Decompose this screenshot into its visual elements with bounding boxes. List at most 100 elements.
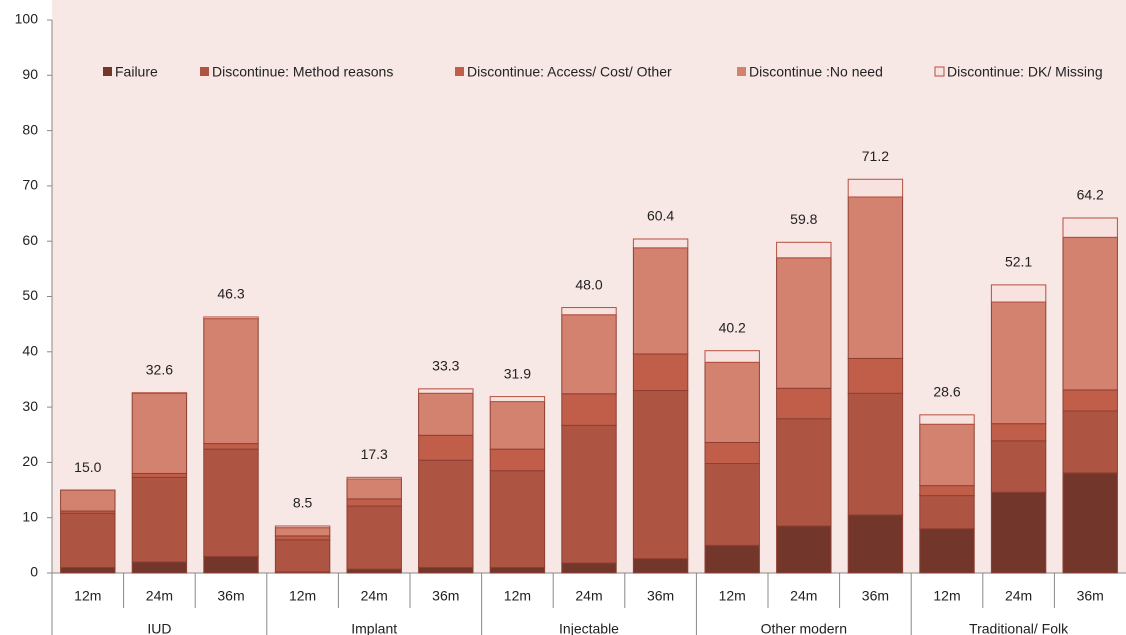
bar-segment: [274, 535, 331, 541]
bar-segment: [561, 424, 617, 564]
total-label: 60.4: [647, 208, 674, 224]
legend-label: Discontinue :No need: [749, 64, 883, 80]
group-label: Implant: [351, 621, 397, 635]
bar-segment: [919, 528, 975, 574]
y-tick-label: 20: [22, 453, 38, 469]
total-label: 52.1: [1005, 254, 1032, 270]
bar-segment: [60, 489, 116, 512]
bar-segment: [131, 561, 188, 574]
y-tick-label: 60: [22, 232, 38, 248]
x-tick-label: 24m: [575, 588, 602, 604]
total-label: 46.3: [217, 286, 244, 302]
bar-segment: [776, 241, 832, 259]
y-tick-label: 80: [22, 121, 38, 137]
group-label: Injectable: [559, 621, 619, 635]
bar-segment: [776, 418, 832, 527]
bar-segment: [131, 392, 188, 394]
bar-segment: [561, 307, 617, 316]
x-tick-label: 12m: [504, 588, 531, 604]
x-tick-label: 24m: [146, 588, 173, 604]
legend-label: Discontinue: DK/ Missing: [947, 64, 1103, 80]
bar-segment: [418, 459, 474, 568]
x-tick-label: 36m: [432, 588, 459, 604]
bar-segment: [418, 434, 474, 461]
y-tick-label: 50: [22, 287, 38, 303]
total-label: 31.9: [504, 365, 531, 381]
legend-label: Failure: [115, 64, 158, 80]
x-tick-label: 36m: [862, 588, 889, 604]
legend-label: Discontinue: Access/ Cost/ Other: [467, 64, 672, 80]
bar-segment: [776, 387, 832, 420]
bar-segment: [131, 392, 188, 474]
bar-segment: [561, 562, 617, 574]
total-label: 15.0: [74, 459, 101, 475]
bar-segment: [203, 318, 259, 445]
bar-segment: [919, 414, 975, 425]
bar-segment: [418, 566, 474, 574]
x-tick-label: 24m: [790, 588, 817, 604]
group-label: Traditional/ Folk: [969, 621, 1069, 635]
group-label: Other modern: [761, 621, 847, 635]
bar-segment: [489, 448, 546, 472]
y-tick-label: 90: [22, 66, 38, 82]
bar-segment: [919, 485, 975, 497]
bar-segment: [131, 472, 188, 478]
bar-segment: [489, 401, 546, 450]
x-tick-label: 12m: [719, 588, 746, 604]
bar-segment: [632, 558, 689, 574]
legend-swatch: [455, 67, 464, 76]
total-label: 8.5: [293, 495, 313, 511]
bar-segment: [1062, 389, 1118, 412]
total-label: 28.6: [933, 384, 960, 400]
bar-segment: [847, 196, 904, 359]
bar-segment: [632, 247, 689, 355]
x-tick-label: 36m: [1077, 588, 1104, 604]
x-tick-label: 12m: [74, 588, 101, 604]
y-tick-label: 40: [22, 343, 38, 359]
bar-segment: [776, 525, 832, 574]
bar-segment: [990, 284, 1047, 303]
bar-segment: [346, 478, 402, 500]
x-tick-label: 12m: [933, 588, 960, 604]
bar-segment: [489, 470, 546, 568]
total-label: 17.3: [361, 446, 388, 462]
bar-segment: [704, 463, 760, 546]
y-tick-label: 0: [30, 564, 38, 580]
bar-segment: [346, 505, 402, 570]
legend-swatch: [934, 66, 945, 77]
bar-segment: [990, 301, 1047, 425]
bar-segment: [919, 423, 975, 487]
bar-segment: [990, 440, 1047, 493]
bar-segment: [632, 238, 689, 249]
bar-segment: [203, 448, 259, 557]
bar-segment: [274, 527, 331, 537]
bar-segment: [346, 568, 402, 574]
bar-segment: [561, 393, 617, 426]
legend-label: Discontinue: Method reasons: [212, 64, 393, 80]
y-tick-label: 30: [22, 398, 38, 414]
legend-swatch: [200, 67, 209, 76]
bar-segment: [131, 476, 188, 563]
bar-segment: [847, 178, 904, 198]
x-tick-label: 24m: [361, 588, 388, 604]
legend-swatch: [103, 67, 112, 76]
x-tick-label: 24m: [1005, 588, 1032, 604]
legend-swatch: [737, 67, 746, 76]
bar-segment: [60, 566, 116, 574]
bar-segment: [1062, 236, 1118, 391]
bar-segment: [919, 495, 975, 530]
bar-segment: [346, 476, 402, 480]
bar-segment: [847, 514, 904, 574]
bar-segment: [489, 396, 546, 403]
x-tick-label: 36m: [647, 588, 674, 604]
bar-segment: [847, 392, 904, 516]
bar-segment: [1062, 410, 1118, 474]
total-label: 40.2: [719, 319, 746, 335]
bar-segment: [489, 566, 546, 574]
bar-segment: [561, 314, 617, 395]
bar-segment: [990, 423, 1047, 442]
bar-segment: [632, 353, 689, 392]
bar-segment: [1062, 472, 1118, 574]
bar-segment: [704, 544, 760, 574]
